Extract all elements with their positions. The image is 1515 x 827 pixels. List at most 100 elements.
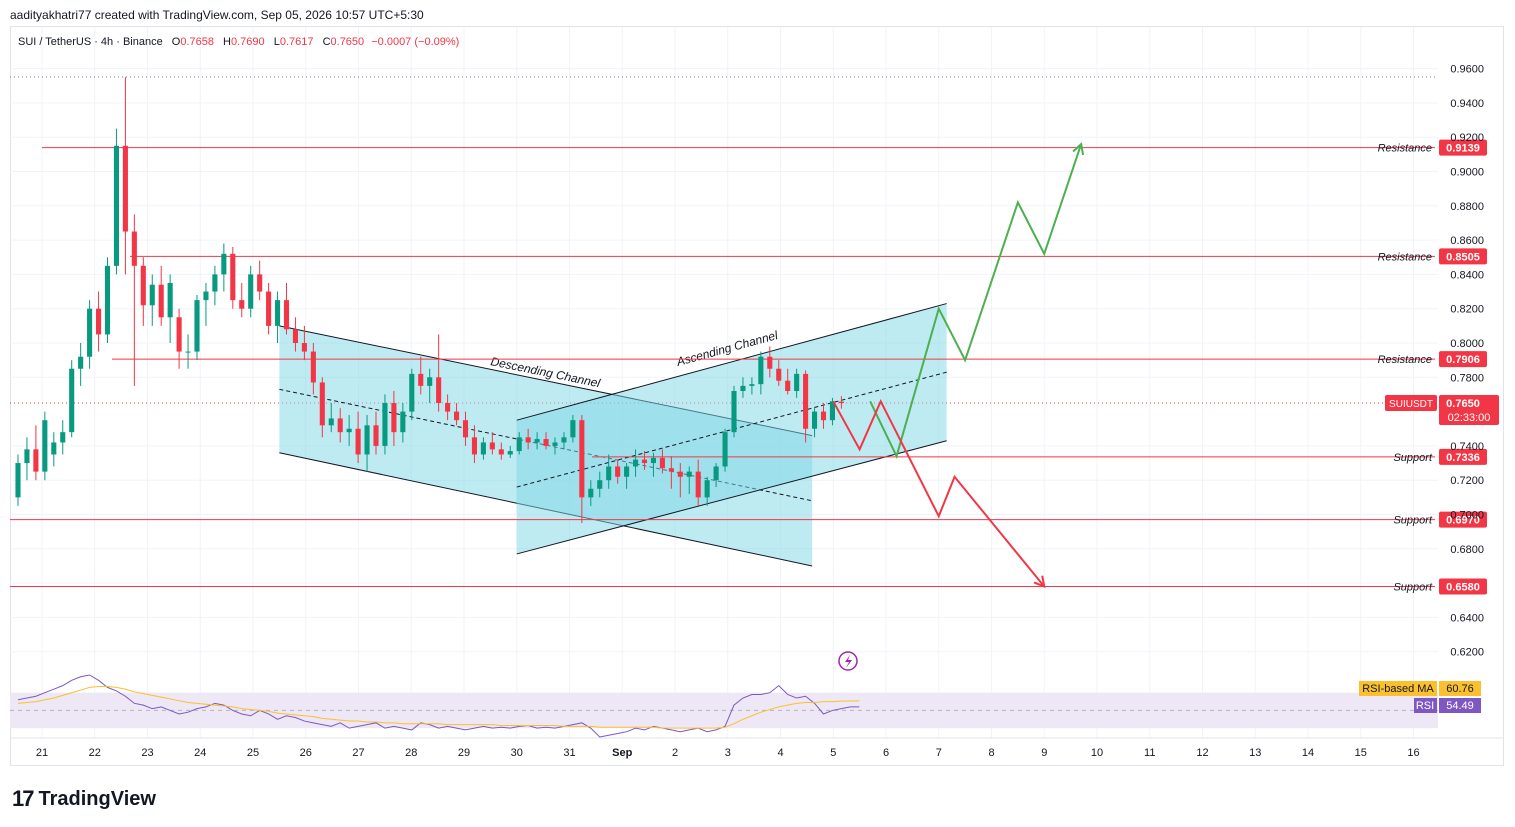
candle-body bbox=[803, 373, 809, 429]
level-price-label: 0.6970 bbox=[1446, 515, 1480, 527]
candle-body bbox=[24, 449, 30, 464]
close-value: 0.7650 bbox=[330, 36, 365, 48]
candle-body bbox=[516, 437, 522, 452]
price-axis-tick: 0.7400 bbox=[1450, 441, 1484, 453]
flash-icon bbox=[838, 651, 858, 671]
time-axis-tick: 29 bbox=[458, 747, 470, 759]
candle-body bbox=[400, 411, 406, 433]
candle-body bbox=[686, 471, 692, 477]
candle-body bbox=[42, 420, 48, 472]
candle-body bbox=[409, 373, 415, 412]
rsi-ma-value-tag bbox=[1439, 681, 1481, 696]
candle-body bbox=[588, 488, 594, 498]
candle-body bbox=[525, 437, 531, 443]
candle-body bbox=[167, 282, 173, 318]
rsi-value: 54.49 bbox=[1446, 700, 1474, 712]
time-axis-tick: Sep bbox=[612, 747, 632, 759]
low-label: L bbox=[273, 36, 280, 48]
candle-body bbox=[418, 373, 424, 386]
high-label: H bbox=[223, 36, 231, 48]
level-name-label: Resistance bbox=[1378, 251, 1432, 263]
time-axis-tick: 25 bbox=[247, 747, 259, 759]
bullish-projection-path bbox=[869, 143, 1083, 459]
candle-body bbox=[713, 466, 719, 481]
candle-body bbox=[328, 418, 334, 426]
price-axis-tick: 0.6200 bbox=[1450, 647, 1484, 659]
tradingview-logo[interactable]: 17 TradingView bbox=[12, 786, 156, 812]
candle-body bbox=[794, 373, 800, 392]
time-axis-tick: 4 bbox=[777, 747, 783, 759]
time-axis-tick: 15 bbox=[1355, 747, 1367, 759]
candle-body bbox=[677, 471, 683, 477]
level-price-tag bbox=[1439, 351, 1487, 368]
candle-body bbox=[749, 384, 755, 386]
candle-body bbox=[373, 425, 379, 446]
candle-body bbox=[570, 420, 576, 438]
candle-body bbox=[454, 411, 460, 421]
candle-body bbox=[301, 343, 307, 352]
tradingview-logo-icon: 17 bbox=[12, 786, 35, 811]
time-axis-tick: 12 bbox=[1196, 747, 1208, 759]
candle-body bbox=[597, 480, 603, 489]
candle-body bbox=[615, 466, 621, 477]
candle-body bbox=[122, 145, 128, 232]
rsi-value-tag bbox=[1439, 698, 1481, 713]
rsi-legend-tag bbox=[1414, 698, 1437, 713]
candle-body bbox=[624, 466, 630, 477]
candle-body bbox=[758, 356, 764, 385]
candle-body bbox=[462, 420, 469, 438]
time-axis-tick: 2 bbox=[672, 747, 678, 759]
candle-body bbox=[633, 459, 639, 467]
time-axis-tick: 5 bbox=[830, 747, 836, 759]
price-axis-tick: 0.9600 bbox=[1450, 64, 1484, 76]
candle-body bbox=[489, 442, 495, 450]
candle-body bbox=[498, 449, 504, 455]
candle-body bbox=[471, 437, 477, 455]
time-axis-tick: 21 bbox=[36, 747, 48, 759]
rsi-ma-value: 60.76 bbox=[1446, 683, 1474, 695]
price-axis-tick: 0.7000 bbox=[1450, 510, 1484, 522]
time-axis-tick: 8 bbox=[988, 747, 994, 759]
candle-body bbox=[185, 351, 191, 353]
candle-body bbox=[659, 457, 665, 469]
price-axis-tick: 0.7800 bbox=[1450, 372, 1484, 384]
price-axis-tick: 0.6400 bbox=[1450, 612, 1484, 624]
price-axis-tick: 0.8600 bbox=[1450, 235, 1484, 247]
open-value: 0.7658 bbox=[180, 36, 214, 48]
chart-frame bbox=[10, 26, 1504, 766]
chart-credit: aadityakhatri77 created with TradingView… bbox=[10, 8, 424, 22]
level-price-label: 0.7336 bbox=[1446, 452, 1480, 464]
time-axis-tick: 14 bbox=[1302, 747, 1314, 759]
candle-body bbox=[176, 317, 182, 352]
candle-body bbox=[534, 439, 540, 443]
level-price-tag bbox=[1439, 139, 1487, 156]
candle-body bbox=[319, 382, 325, 426]
time-axis-tick: 11 bbox=[1144, 747, 1155, 759]
channel-upper-line bbox=[516, 303, 947, 421]
candle-body bbox=[194, 300, 200, 352]
time-axis-tick: 31 bbox=[563, 747, 575, 759]
candle-body bbox=[731, 391, 737, 433]
candle-body bbox=[248, 274, 254, 309]
level-price-tag bbox=[1439, 248, 1487, 265]
current-price-value: 0.7650 bbox=[1446, 398, 1480, 410]
close-label: C bbox=[322, 36, 331, 48]
symbol-price-tag-label: SUIUSDT bbox=[1389, 399, 1433, 410]
level-price-label: 0.6580 bbox=[1446, 582, 1480, 594]
candle-body bbox=[283, 300, 290, 330]
low-value: 0.7617 bbox=[279, 36, 314, 48]
current-price-tag bbox=[1439, 395, 1499, 426]
candle-body bbox=[767, 356, 773, 369]
candle-body bbox=[355, 428, 361, 455]
candle-body bbox=[829, 401, 835, 421]
time-axis-tick: 23 bbox=[141, 747, 153, 759]
candle-body bbox=[158, 284, 164, 318]
bar-countdown: 02:33:00 bbox=[1448, 412, 1491, 424]
candle-body bbox=[203, 291, 209, 301]
tradingview-logo-text: TradingView bbox=[38, 787, 156, 810]
candle-body bbox=[221, 253, 227, 275]
time-axis-tick: 10 bbox=[1091, 747, 1103, 759]
candle-body bbox=[776, 368, 782, 381]
candle-body bbox=[445, 403, 451, 412]
